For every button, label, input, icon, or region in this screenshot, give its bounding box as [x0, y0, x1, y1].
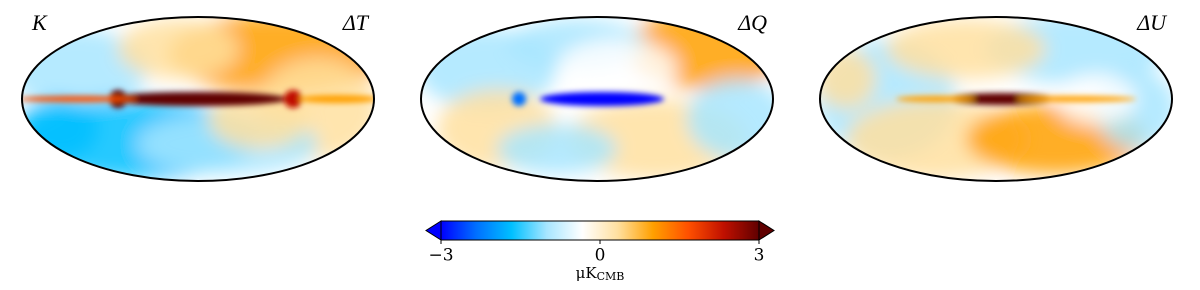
plane-feature: [108, 92, 288, 106]
map-feature: [22, 99, 98, 159]
colorbar-tick-label: 3: [754, 246, 765, 266]
plane-feature: [512, 92, 526, 106]
map-outline: [420, 16, 774, 182]
colorbar-extend-low: [425, 220, 442, 241]
sky-map: [820, 17, 1172, 181]
colorbar-tick-label: −3: [428, 246, 453, 266]
map-label-right: ΔU: [1136, 10, 1168, 35]
sky-map: [22, 17, 374, 181]
plane-feature: [946, 93, 1056, 105]
map-label-left: K: [31, 10, 48, 35]
map-outline: [819, 16, 1173, 182]
colorbar-unit: μKCMB: [576, 264, 625, 283]
galactic-plane: [22, 90, 374, 108]
sky-map: [421, 17, 773, 181]
map-label-right: ΔT: [342, 10, 370, 35]
map-label-right: ΔQ: [737, 10, 767, 35]
plane-feature: [1016, 96, 1136, 102]
unit-subscript: CMB: [597, 270, 625, 283]
map-feature: [497, 124, 617, 174]
map-feature: [557, 39, 677, 99]
plane-feature: [284, 90, 302, 108]
plane-feature: [298, 95, 374, 103]
map-feature: [886, 19, 1046, 79]
map-blobs: [22, 17, 374, 179]
colorbar-tick-label: 0: [595, 246, 606, 266]
colorbar-extend-high: [758, 220, 775, 241]
map-blobs: [820, 17, 1172, 179]
unit-main: μK: [576, 264, 598, 282]
colorbar: [440, 220, 760, 241]
map-outline: [21, 16, 375, 182]
galactic-plane: [512, 92, 664, 106]
plane-feature: [896, 96, 976, 102]
galactic-plane: [896, 93, 1136, 105]
map-feature: [846, 99, 1026, 179]
map-feature: [118, 19, 238, 79]
plane-feature: [22, 96, 138, 102]
plane-feature: [540, 92, 664, 106]
